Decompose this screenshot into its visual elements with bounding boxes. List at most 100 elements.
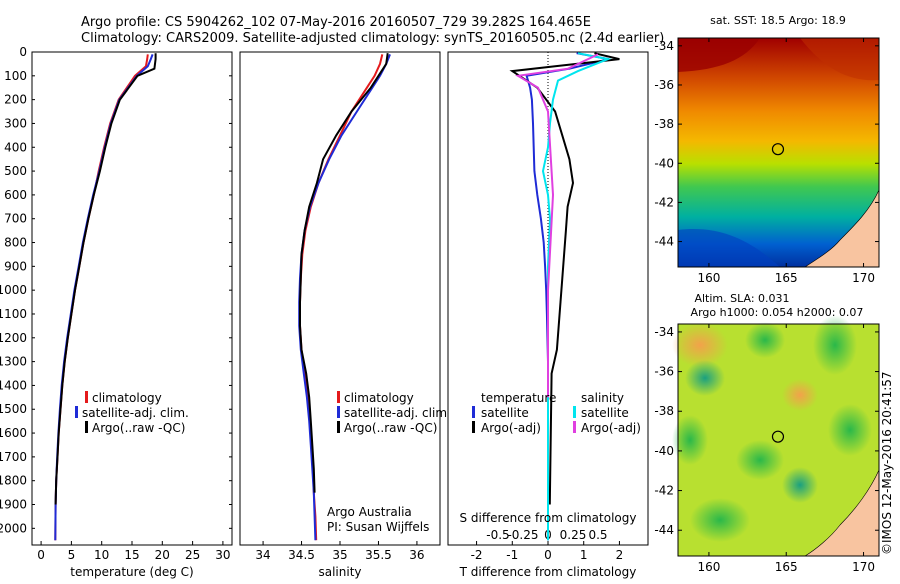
salinity-legend: climatology satellite-adj. clim. Argo(..… <box>337 391 451 435</box>
depth-tick-label: 300 <box>4 116 27 130</box>
sla-low-patch <box>813 315 857 375</box>
depth-tick-label: 800 <box>4 236 27 250</box>
depth-tick-label: 1900 <box>0 498 27 512</box>
salinity-panel: 34 34.5 35 35.5 36 salinity climatology sate… <box>239 51 451 579</box>
map-y-tick-label: -38 <box>654 117 674 131</box>
map-y-tick-label: -38 <box>654 404 674 418</box>
depth-tick-label: 1400 <box>0 378 27 392</box>
temperature-x-axis: 0 5 10 15 20 25 30 <box>37 541 231 562</box>
legend-temp-title: temperature <box>481 391 556 405</box>
x-tick-label: 25 <box>185 548 200 562</box>
temperature-panel: 0100200300400500600700800900100011001200… <box>0 45 648 579</box>
map-y-tick-label: -44 <box>654 523 674 537</box>
sla-high-patch <box>672 323 728 367</box>
s-difference-label: S difference from climatology <box>460 511 637 525</box>
sla-low-patch <box>782 467 818 503</box>
depth-tick-label: 1600 <box>0 426 27 440</box>
difference-legend: temperature satellite Argo(-adj) salinit… <box>472 391 641 435</box>
x-tick-label: 35 <box>332 548 347 562</box>
series-line-argo-raw-qc <box>54 53 157 505</box>
series-line-salinity-argo-adj <box>515 53 599 398</box>
depth-tick-label: 700 <box>4 212 27 226</box>
legend-swatch-sal-satellite <box>573 406 576 418</box>
map-y-tick-label: -42 <box>654 195 674 209</box>
sla-low-patch <box>672 415 708 465</box>
s-tick-label: 0.5 <box>588 528 607 542</box>
salinity-axes-box <box>239 51 441 546</box>
sla-low-patch <box>745 322 785 358</box>
depth-tick-label: 1000 <box>0 283 27 297</box>
sla-low-patch <box>690 498 750 542</box>
x-tick-label: 10 <box>94 548 109 562</box>
temperature-xlabel: temperature (deg C) <box>70 565 193 579</box>
x-tick-label: 2 <box>616 548 624 562</box>
legend-swatch-climatology <box>337 391 340 403</box>
sst-warm-patch <box>678 38 760 72</box>
legend-label-climatology: climatology <box>92 391 162 405</box>
depth-tick-label: 1500 <box>0 402 27 416</box>
header-line1: Argo profile: CS 5904262_102 07-May-2016… <box>81 15 591 30</box>
s-tick-label: -0.5 <box>486 528 509 542</box>
sla-high-patch <box>782 379 818 411</box>
t-difference-label: T difference from climatology <box>459 565 637 579</box>
depth-tick-label: 2000 <box>0 521 27 535</box>
map-y-tick-label: -34 <box>654 325 674 339</box>
map-y-tick-label: -42 <box>654 484 674 498</box>
legend-temp-satellite: satellite <box>481 406 529 420</box>
argo-float-marker <box>771 430 785 443</box>
depth-tick-label: 100 <box>4 69 27 83</box>
x-tick-label: 1 <box>580 548 588 562</box>
depth-tick-label: 200 <box>4 93 27 107</box>
sla-map: Altim. SLA: 0.031 Argo h1000: 0.054 h200… <box>654 292 880 574</box>
sst-land <box>804 189 880 268</box>
sst-map-frame <box>677 37 880 268</box>
temperature-axes-box <box>31 51 233 546</box>
salinity-x-axis: 34 34.5 35 35.5 36 <box>255 541 425 562</box>
depth-tick-label: 1700 <box>0 450 27 464</box>
legend-swatch-climatology <box>85 391 88 403</box>
sst-map: sat. SST: 18.5 Argo: 18.9 160 165 170 -34 -3… <box>654 14 880 285</box>
header-line2: Climatology: CARS2009. Satellite-adjuste… <box>81 31 664 46</box>
depth-tick-label: 0 <box>19 45 27 59</box>
map-x-tick-label: 160 <box>697 560 720 574</box>
legend-label-argo: Argo(..raw -QC) <box>92 421 185 435</box>
x-tick-label: 34 <box>255 548 270 562</box>
depth-tick-label: 600 <box>4 188 27 202</box>
s-tick-label: -0.25 <box>507 528 538 542</box>
legend-sal-satellite: satellite <box>581 406 629 420</box>
x-tick-label: 5 <box>68 548 76 562</box>
series-line-temperature-argo-adj <box>509 52 620 505</box>
map-x-tick-label: 160 <box>697 271 720 285</box>
legend-label-satellite: satellite-adj. clim. <box>82 406 189 420</box>
temperature-legend: climatology satellite-adj. clim. Argo(..… <box>75 391 189 435</box>
legend-swatch-satellite <box>337 406 340 418</box>
sst-map-title: sat. SST: 18.5 Argo: 18.9 <box>710 14 846 27</box>
legend-sal-argo: Argo(-adj) <box>581 421 641 435</box>
salinity-xlabel: salinity <box>318 565 361 579</box>
sla-map-frame <box>677 323 880 557</box>
series-line-argo-raw-qc <box>299 53 389 493</box>
credit-line1: Argo Australia <box>327 505 412 519</box>
s-tick-label: 0.25 <box>560 528 587 542</box>
difference-panel: -2 -1 0 1 2 -0.5-0.25 0 0.25 0.5 S difference f… <box>447 51 649 579</box>
x-tick-label: 20 <box>155 548 170 562</box>
depth-tick-label: 1100 <box>0 307 27 321</box>
map-y-tick-label: -34 <box>654 39 674 53</box>
depth-tick-label: 400 <box>4 140 27 154</box>
legend-swatch-temp-satellite <box>472 406 475 418</box>
legend-label-argo: Argo(..raw -QC) <box>344 421 437 435</box>
legend-swatch-temp-argo <box>472 421 475 433</box>
sst-cold-patch <box>678 229 780 267</box>
sla-land <box>803 469 880 557</box>
legend-swatch-sal-argo <box>573 421 576 433</box>
depth-tick-label: 900 <box>4 259 27 273</box>
sla-low-patch <box>828 404 872 456</box>
map-y-tick-label: -36 <box>654 365 674 379</box>
map-x-tick-label: 170 <box>852 271 875 285</box>
t-difference-x-axis: -2 -1 0 1 2 <box>471 541 624 562</box>
sst-warm-patch <box>800 38 879 81</box>
x-tick-label: 30 <box>215 548 230 562</box>
x-tick-label: 0 <box>544 548 552 562</box>
map-y-tick-label: -44 <box>654 235 674 249</box>
argo-float-marker <box>771 143 785 156</box>
